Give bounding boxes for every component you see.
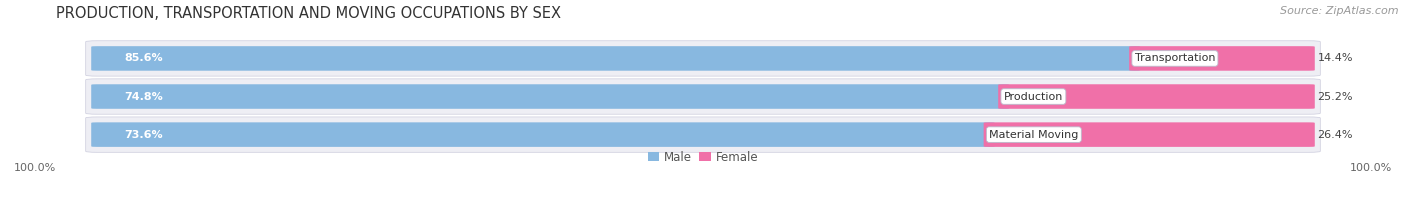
Text: 85.6%: 85.6% [124, 53, 163, 63]
Text: 25.2%: 25.2% [1317, 92, 1353, 101]
Text: 100.0%: 100.0% [14, 163, 56, 173]
Text: 26.4%: 26.4% [1317, 130, 1353, 140]
FancyBboxPatch shape [86, 79, 1320, 114]
Text: 14.4%: 14.4% [1317, 53, 1353, 63]
FancyBboxPatch shape [91, 122, 994, 147]
Text: 73.6%: 73.6% [124, 130, 163, 140]
FancyBboxPatch shape [998, 84, 1315, 109]
Text: Source: ZipAtlas.com: Source: ZipAtlas.com [1281, 6, 1399, 16]
FancyBboxPatch shape [91, 84, 1010, 109]
Text: Production: Production [1004, 92, 1063, 101]
FancyBboxPatch shape [91, 46, 1140, 71]
Legend: Male, Female: Male, Female [643, 146, 763, 168]
FancyBboxPatch shape [984, 122, 1315, 147]
FancyBboxPatch shape [86, 41, 1320, 76]
Text: Transportation: Transportation [1135, 53, 1215, 63]
FancyBboxPatch shape [1129, 46, 1315, 71]
FancyBboxPatch shape [86, 117, 1320, 152]
Text: 100.0%: 100.0% [1350, 163, 1392, 173]
Text: PRODUCTION, TRANSPORTATION AND MOVING OCCUPATIONS BY SEX: PRODUCTION, TRANSPORTATION AND MOVING OC… [56, 6, 561, 21]
Text: Material Moving: Material Moving [990, 130, 1078, 140]
Text: 74.8%: 74.8% [124, 92, 163, 101]
